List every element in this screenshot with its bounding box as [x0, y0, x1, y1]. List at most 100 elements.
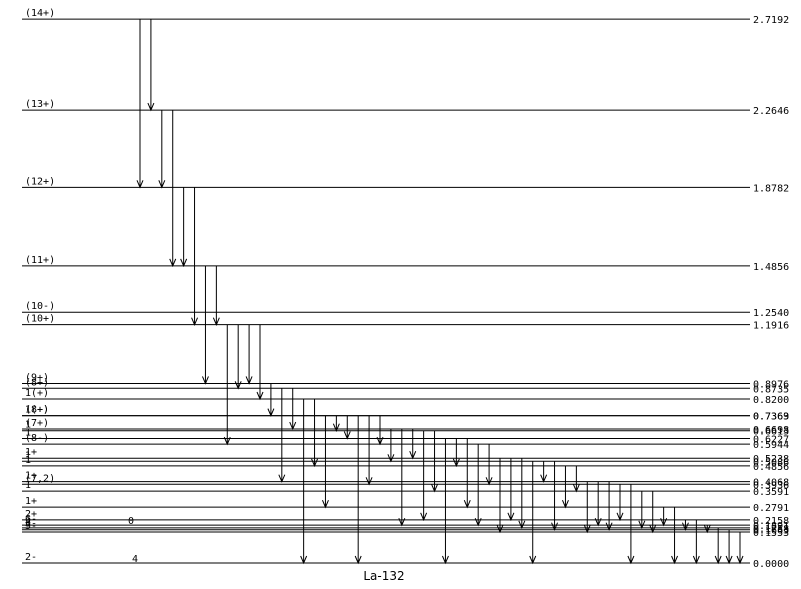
level-energy: 0.8976 — [753, 379, 789, 390]
level-energy: 0.8735 — [753, 384, 789, 395]
level-energy: 0.7363 — [753, 412, 789, 423]
level-spin: 2+ — [25, 509, 37, 520]
gamma-arrow — [420, 430, 428, 522]
gamma-arrow — [332, 415, 340, 433]
gamma-arrow — [343, 415, 351, 440]
gamma-arrow — [485, 444, 493, 486]
level-spin: 1(+) — [25, 405, 49, 416]
level-spin: 4 — [25, 517, 31, 528]
level-spin: 1 — [25, 450, 31, 461]
level-spin: 1 — [25, 455, 31, 466]
level-energy: 1.4856 — [753, 262, 789, 273]
gamma-arrow — [474, 444, 482, 527]
gamma-arrow — [245, 324, 253, 385]
level-energy: 2.2646 — [753, 106, 789, 117]
title: La-132 — [363, 569, 404, 583]
gamma-arrow — [376, 415, 384, 446]
gamma-arrow — [736, 531, 744, 565]
gamma-arrow — [223, 324, 231, 446]
level-spin: 6- — [25, 514, 37, 525]
level-energy: 0.5086 — [753, 457, 789, 468]
level-energy: 0.0000 — [753, 559, 789, 570]
gamma-arrow — [529, 461, 537, 565]
gamma-arrow — [136, 19, 144, 189]
level-energy: 0.5944 — [753, 440, 789, 451]
level-spin: 1(+) — [25, 388, 49, 399]
gamma-arrow — [616, 484, 624, 522]
gamma-arrow — [311, 399, 319, 468]
level-energy: 0.6613 — [753, 427, 789, 438]
gamma-arrow — [605, 481, 613, 532]
gamma-arrow — [572, 465, 580, 493]
level-spin: (12+) — [25, 176, 55, 187]
gamma-arrow — [518, 458, 526, 530]
gamma-arrow — [321, 415, 329, 509]
gamma-arrow — [507, 458, 515, 522]
gamma-arrow — [169, 110, 177, 268]
level-spin: 1 — [25, 420, 31, 431]
level-energy: 0.3591 — [753, 487, 789, 498]
level-spin: 3- — [25, 519, 37, 530]
level-energy: 0.4856 — [753, 462, 789, 473]
gamma-arrow — [681, 519, 689, 532]
level-spin: 1 — [25, 427, 31, 438]
level-energy: 0.1663 — [753, 526, 789, 537]
gamma-arrow — [289, 388, 297, 431]
level-energy: 0.3936 — [753, 480, 789, 491]
gamma-arrow — [365, 415, 373, 486]
level-energy: 0.7369 — [753, 412, 789, 423]
level-spin: 2- — [25, 552, 37, 563]
annotation: 4 — [132, 554, 138, 565]
level-energy: 0.6698 — [753, 425, 789, 436]
gamma-arrow — [354, 415, 362, 565]
level-energy: 2.7192 — [753, 15, 789, 26]
level-spin: (14+) — [25, 8, 55, 19]
level-energy: 0.5238 — [753, 454, 789, 465]
gamma-arrow — [387, 429, 395, 463]
gamma-arrow — [725, 529, 733, 565]
gamma-arrow — [191, 187, 199, 326]
gamma-arrow — [398, 429, 406, 527]
gamma-arrow — [540, 461, 548, 483]
gamma-arrow — [627, 484, 635, 565]
gamma-arrow — [431, 430, 439, 493]
level-spin: (13+) — [25, 99, 55, 110]
gamma-arrow — [441, 438, 449, 565]
gamma-arrow — [649, 491, 657, 534]
gamma-arrow — [594, 481, 602, 527]
level-spin: (9+) — [25, 372, 49, 383]
level-energy: 0.6227 — [753, 434, 789, 445]
level-energy: 1.1916 — [753, 321, 789, 332]
level-energy: 1.8782 — [753, 183, 789, 194]
gamma-arrow — [201, 265, 209, 385]
gamma-arrow — [703, 524, 711, 534]
level-spin: 1+ — [25, 447, 37, 458]
gamma-arrow — [583, 481, 591, 534]
level-spin: (8+) — [25, 405, 49, 416]
gamma-arrow — [714, 527, 722, 565]
gamma-arrow — [463, 438, 471, 509]
level-energy: 0.1758 — [753, 524, 789, 535]
gamma-arrow — [496, 458, 504, 534]
level-spin: 1+ — [25, 471, 37, 482]
level-spin: 1+ — [25, 496, 37, 507]
gamma-arrow — [671, 507, 679, 565]
level-energy: 0.4068 — [753, 478, 789, 489]
gamma-arrow — [180, 187, 188, 268]
annotation: 0 — [128, 516, 134, 527]
level-spin: (7,2) — [25, 473, 55, 484]
level-spin: (11+) — [25, 255, 55, 266]
level-energy: 1.2540 — [753, 308, 789, 319]
gamma-arrow — [267, 383, 275, 417]
gamma-arrow — [561, 465, 569, 509]
level-spin: (10-) — [25, 301, 55, 312]
gamma-arrow — [409, 429, 417, 460]
gamma-arrow — [212, 265, 220, 326]
gamma-arrow — [638, 491, 646, 530]
level-spin: (8-) — [25, 433, 49, 444]
level-spin: (8+) — [25, 377, 49, 388]
gamma-arrow — [158, 110, 166, 189]
level-energy: 0.1553 — [753, 528, 789, 539]
level-energy: 0.2158 — [753, 516, 789, 527]
level-spin: (7+) — [25, 418, 49, 429]
